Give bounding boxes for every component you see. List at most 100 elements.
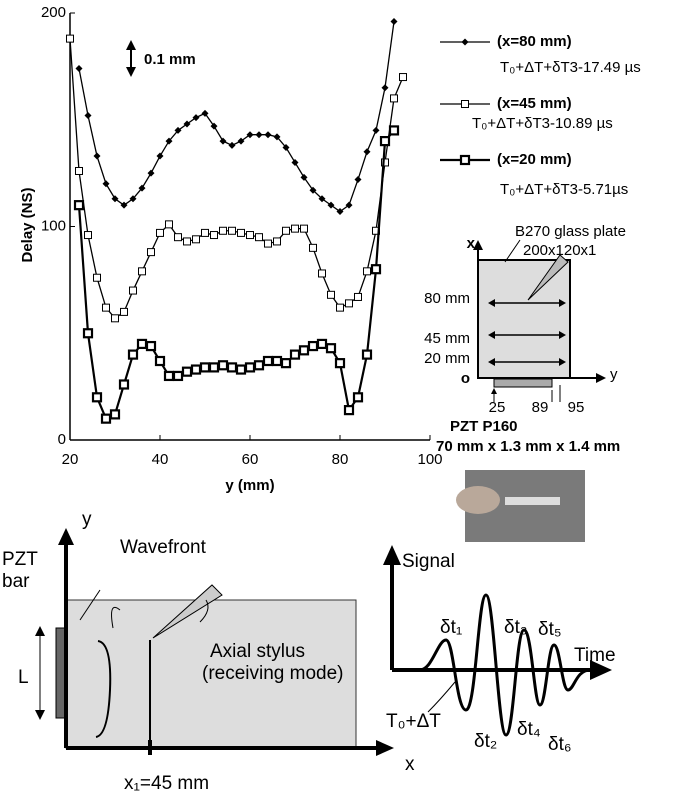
pzt-label: PZT: [2, 549, 38, 570]
marker: [325, 343, 337, 354]
marker: [147, 169, 155, 177]
legend-marker: [461, 38, 469, 46]
marker: [163, 370, 175, 382]
delta-label: δt₆: [548, 734, 572, 755]
marker: [345, 299, 353, 308]
marker: [165, 137, 173, 145]
marker: [138, 267, 146, 276]
marker: [291, 224, 299, 233]
marker: [318, 195, 326, 203]
delta-label: δt₄: [517, 719, 541, 740]
marker: [354, 176, 362, 184]
series-line: [69, 38, 404, 320]
marker: [237, 137, 245, 145]
annotation: 0.1 mm: [144, 51, 196, 68]
marker: [343, 405, 355, 416]
x-tick-label: 100: [417, 451, 442, 468]
marker: [93, 152, 101, 160]
marker: [300, 224, 308, 233]
marker: [93, 273, 101, 282]
marker: [336, 208, 344, 216]
marker: [208, 362, 220, 373]
x-tick-label: 60: [242, 451, 259, 468]
marker: [91, 392, 103, 403]
marker: [100, 413, 112, 424]
marker: [210, 122, 218, 130]
marker: [253, 360, 265, 371]
marker: [129, 286, 137, 295]
mode-label: (receiving mode): [202, 663, 344, 684]
marker: [201, 228, 209, 237]
inset-origin: o: [461, 370, 470, 387]
plate-label: B270 glass plate: [515, 223, 626, 240]
marker: [282, 144, 290, 152]
marker: [327, 290, 335, 299]
marker: [327, 201, 335, 209]
marker: [102, 303, 110, 312]
legend-label: (x=80 mm): [497, 33, 572, 50]
legend-label: (x=20 mm): [497, 151, 572, 168]
marker: [300, 173, 308, 181]
marker: [219, 226, 227, 235]
marker: [289, 349, 301, 360]
wavefront-label: Wavefront: [120, 537, 207, 558]
marker: [255, 131, 263, 139]
marker: [381, 84, 389, 92]
marker: [102, 180, 110, 188]
delta-label: δt₁: [440, 617, 462, 638]
x-axis-label: y (mm): [225, 477, 274, 494]
marker: [316, 338, 328, 350]
marker: [282, 226, 290, 235]
legend-marker: [459, 154, 471, 166]
row-label: 20 mm: [424, 350, 470, 367]
marker: [372, 126, 380, 134]
marker: [174, 233, 182, 242]
y-axis-label: Delay (NS): [19, 187, 36, 262]
marker: [271, 355, 283, 367]
setup-y-axis: y: [82, 509, 92, 530]
marker: [273, 133, 281, 141]
row-label: 45 mm: [424, 330, 470, 347]
marker: [183, 237, 191, 246]
marker: [226, 362, 238, 373]
y-tick-label: 200: [41, 4, 66, 21]
inset-y-axis: y: [610, 366, 618, 383]
marker: [309, 186, 317, 194]
bar-label: bar: [2, 571, 30, 592]
marker: [120, 201, 128, 209]
marker: [388, 125, 400, 136]
x-tick-label: 40: [152, 451, 169, 468]
time-label: Time: [574, 645, 616, 666]
delta-label: δt₅: [538, 619, 562, 640]
marker: [280, 358, 292, 369]
setup-drawing: [35, 528, 394, 756]
length-label: L: [18, 667, 29, 688]
y-tick-label: 100: [41, 217, 66, 234]
marker: [82, 328, 94, 339]
marker: [219, 137, 227, 145]
setup-x-axis: x: [405, 754, 415, 775]
marker: [262, 355, 274, 367]
marker: [246, 231, 254, 240]
plate-size: 200x120x1: [523, 242, 596, 259]
marker: [147, 248, 155, 257]
marker: [192, 235, 200, 244]
y-tick-label: 0: [58, 431, 66, 448]
plate-diagram: [456, 239, 606, 542]
marker: [307, 340, 319, 352]
marker: [264, 239, 272, 248]
marker: [138, 184, 146, 192]
inset-x-axis: x: [467, 235, 476, 252]
marker: [273, 237, 281, 246]
marker: [363, 267, 371, 276]
marker: [217, 360, 229, 371]
marker: [370, 264, 382, 275]
marker: [244, 362, 256, 373]
marker: [190, 364, 202, 375]
marker: [120, 307, 128, 316]
signal-drawing: [383, 545, 612, 737]
marker: [291, 158, 299, 166]
marker: [111, 195, 119, 203]
marker: [154, 355, 166, 367]
